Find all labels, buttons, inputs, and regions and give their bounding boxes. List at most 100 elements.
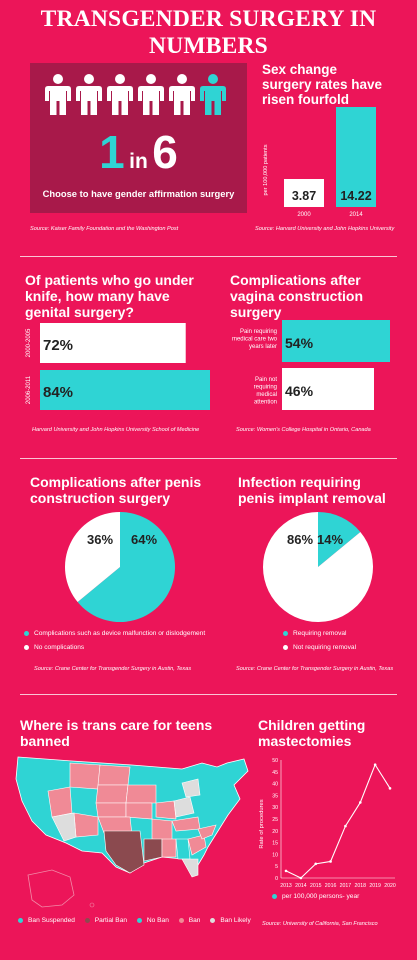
legend-label: Ban Likely: [220, 917, 251, 924]
legend-item: Ban Likely: [210, 917, 251, 924]
bar-2000-2005: [40, 323, 186, 363]
implant-removal-pie: 14% 86%: [263, 512, 373, 622]
person-body: [169, 86, 195, 115]
legend-swatch: [136, 917, 142, 923]
bar-value-label: 3.87: [292, 189, 316, 203]
y-tick-label: 50: [272, 758, 278, 764]
legend-swatch: [24, 630, 29, 636]
legend-item: Ban: [178, 917, 201, 924]
category-label: 2000-2005: [26, 328, 32, 357]
panel5-source: Source: Crane Center for Transgender Sur…: [34, 666, 192, 672]
map-state: [95, 784, 129, 804]
map-state: [97, 764, 131, 786]
panel8-source: Source: University of California, San Fr…: [262, 921, 378, 927]
person-icon: [200, 74, 226, 115]
person-body: [45, 86, 71, 115]
legend-swatch: [178, 917, 184, 923]
pie-slice-1: [65, 512, 120, 603]
bar-value-label: 54%: [285, 335, 314, 351]
x-tick-label: 2020: [384, 883, 396, 889]
map-state: [151, 818, 173, 842]
x-tick-label: 2017: [340, 883, 352, 889]
bar-value-label: 84%: [43, 384, 73, 401]
y-tick-label: 10: [272, 852, 278, 858]
x-tick-label: 2014: [295, 883, 307, 889]
y-tick-label: 45: [272, 770, 278, 776]
person-head: [84, 74, 94, 84]
legend-swatch: [283, 630, 288, 636]
legend-item: No Ban: [136, 917, 169, 924]
bar-value-label: 14.22: [340, 189, 371, 203]
legend-label: No complications: [34, 644, 85, 651]
person-icon: [138, 74, 164, 115]
map-state: [143, 838, 163, 862]
panel5-title: Complications after penis construction s…: [30, 474, 202, 506]
x-tick-label: 2019: [369, 883, 381, 889]
map-state: [161, 838, 177, 858]
map-state: [47, 786, 73, 818]
panel3-source: Harvard University and John Hopkins Univ…: [32, 427, 200, 433]
person-head: [115, 74, 125, 84]
y-tick-label: 20: [272, 829, 278, 835]
mastectomy-line-chart: 0 5 10 15 20 25 30 35 40 45 50 2013 2014 2015 2016 2017…: [259, 758, 396, 889]
panel2-title: Sex change surgery rates have risen four…: [262, 62, 383, 107]
x-tick-label: 2000: [297, 212, 311, 218]
y-tick-label: 25: [272, 817, 278, 823]
legend-label: per 100,000 persons- year: [282, 893, 360, 900]
map-state: [155, 800, 177, 820]
stat-number-1: 1: [99, 126, 125, 178]
map-hawaii: [89, 902, 95, 908]
pie-label: 14%: [317, 532, 343, 547]
series-point: [373, 763, 377, 767]
bar-1: [282, 368, 374, 410]
x-tick-label: 2013: [280, 883, 292, 889]
legend-item: No complications: [24, 644, 234, 651]
pie-slice-1: [263, 512, 373, 622]
person-icon: [45, 74, 71, 115]
person-icon: [76, 74, 102, 115]
y-tick-label: 35: [272, 793, 278, 799]
penis-complications-pie: 64% 36%: [65, 512, 175, 622]
bar-2014: [336, 107, 376, 207]
map-legend: Ban Suspended Partial Ban No Ban Ban Ban…: [18, 917, 258, 924]
legend-swatch: [24, 644, 29, 650]
map-state: [103, 830, 145, 874]
y-axis-label: per 100,000 patients: [263, 144, 269, 195]
panel4-source: Source: Women's College Hospital in Onta…: [236, 427, 371, 433]
panel2-source: Source: Harvard University and John Hopk…: [255, 226, 395, 232]
person-head: [146, 74, 156, 84]
divider-2: [20, 458, 397, 459]
y-axis-label: Rate of procedures: [259, 799, 265, 848]
vagina-complications-bar-chart: 54% Pain requiring medical care two years l…: [232, 320, 390, 410]
y-tick-label: 0: [275, 876, 278, 882]
panel1-source: Source: Kaiser Family Foundation and the…: [30, 226, 179, 232]
legend-label: Requiring removal: [293, 630, 347, 637]
divider-1: [20, 256, 397, 257]
stat-panel: 1 in 6 Choose to have gender affirmation…: [30, 63, 247, 213]
map-state: [181, 858, 199, 878]
legend-label: Ban: [188, 917, 201, 924]
series-point: [388, 787, 392, 790]
bar-value-label: 72%: [43, 337, 73, 354]
stat-one-in-six: 1 in 6: [30, 125, 247, 179]
person-body: [107, 86, 133, 115]
legend-label: Ban Suspended: [28, 917, 75, 924]
legend-item: Partial Ban: [84, 917, 127, 924]
stat-caption: Choose to have gender affirmation surger…: [42, 188, 235, 199]
legend-item: Not requiring removal: [283, 644, 403, 651]
legend-swatch: [18, 917, 23, 923]
legend-item: Ban Suspended: [18, 917, 75, 924]
divider-3: [20, 694, 397, 695]
panel5-legend: Complications such as device malfunction…: [24, 630, 234, 651]
legend-swatch: [84, 917, 90, 923]
us-map: [15, 756, 249, 908]
bar-2006-2011: [40, 370, 210, 410]
y-tick-label: 40: [272, 782, 278, 788]
person-head: [208, 74, 218, 84]
map-state: [175, 838, 191, 860]
bar-2000: [284, 179, 324, 207]
y-tick-label: 5: [275, 864, 278, 870]
series-point: [314, 862, 318, 866]
bar-value-label: 46%: [285, 383, 314, 399]
series-point: [358, 801, 362, 804]
